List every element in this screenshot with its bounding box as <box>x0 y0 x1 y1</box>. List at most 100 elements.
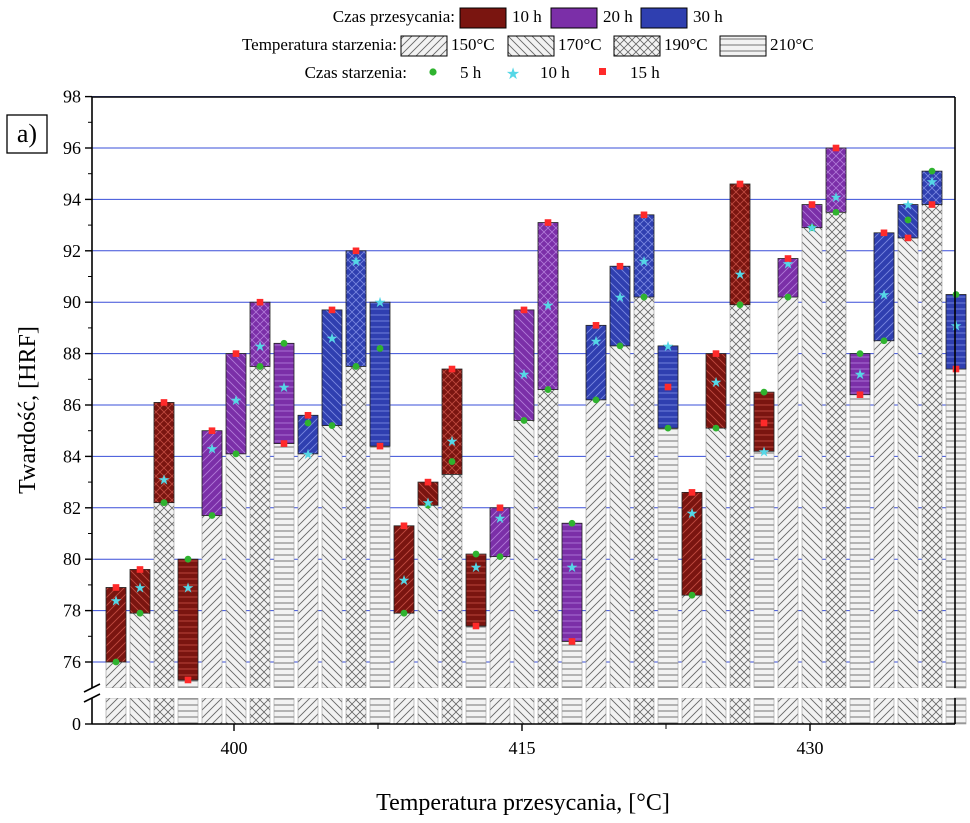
legend-label-10h: 10 h <box>512 7 542 26</box>
bar-base-415-1 <box>417 504 439 689</box>
marker-15h-430-10 <box>928 201 936 208</box>
bar-stub-400-11 <box>369 697 391 725</box>
bar-stub-430-2 <box>729 697 751 725</box>
marker-5h-430-5 <box>808 224 816 232</box>
x-tick-label-400: 400 <box>221 738 248 758</box>
marker-10h-400-9: ★ <box>326 331 339 347</box>
y-tick-label-88: 88 <box>63 344 81 364</box>
marker-5h-415-7 <box>568 519 576 527</box>
marker-5h-430-9 <box>904 216 912 224</box>
marker-10h-430-7: ★ <box>854 367 867 383</box>
axes: 0 76 78 80 82 84 86 88 90 92 94 96 98 400 415 430 <box>63 87 956 758</box>
bar-stub-400-10 <box>345 697 367 725</box>
bar-stub-400-2 <box>153 697 175 725</box>
legend: Czas przesycania: 10 h 20 h 30 h Tempera… <box>242 7 814 83</box>
legend-label-20h: 20 h <box>603 7 633 26</box>
bar-stub-430-1 <box>705 697 727 725</box>
bar-base-415-3 <box>465 625 487 689</box>
marker-5h-415-3 <box>472 550 480 558</box>
legend-label-10h-time: 10 h <box>540 63 570 82</box>
marker-10h-430-5: ★ <box>806 221 819 237</box>
bar-base-400-7 <box>273 443 295 689</box>
marker-5h-430-0 <box>688 591 696 599</box>
bar-base-430-10 <box>921 204 943 689</box>
marker-15h-430-1 <box>712 350 720 357</box>
marker-15h-400-6 <box>256 298 264 306</box>
bar-stub-415-7 <box>561 697 583 725</box>
bar-stub-400-1 <box>129 697 151 725</box>
marker-10h-415-0: ★ <box>398 573 411 589</box>
legend-pattern-150 <box>400 35 448 57</box>
bar-stub-430-11 <box>945 697 967 725</box>
marker-15h-400-11 <box>376 442 384 450</box>
bar-stub-430-7 <box>849 697 871 725</box>
marker-10h-415-10: ★ <box>638 254 651 270</box>
marker-10h-430-10: ★ <box>926 174 939 190</box>
marker-10h-400-10: ★ <box>350 254 363 270</box>
marker-10h-400-2: ★ <box>158 473 171 489</box>
marker-10h-415-2: ★ <box>446 434 459 450</box>
marker-15h-400-3 <box>184 676 192 684</box>
legend-label-5h: 5 h <box>460 63 482 82</box>
marker-10h-415-9: ★ <box>614 290 627 306</box>
marker-5h-415-11 <box>664 424 672 432</box>
marker-15h-415-2 <box>448 365 456 373</box>
marker-5h-430-8 <box>880 337 888 345</box>
marker-15h-415-1 <box>424 478 432 486</box>
y-tick-label-96: 96 <box>63 138 81 158</box>
marker-5h-415-5 <box>520 417 528 424</box>
bar-stub-415-1 <box>417 697 439 725</box>
marker-15h-415-8 <box>592 322 600 329</box>
bar-base-430-7 <box>849 394 871 689</box>
marker-5h-430-11 <box>952 291 960 298</box>
y-axis-title: Twardość, [HRF] <box>15 326 41 494</box>
marker-10h-430-8: ★ <box>878 287 891 303</box>
y-tick-label-78: 78 <box>63 601 81 621</box>
bar-base-430-0 <box>681 594 703 689</box>
marker-15h-430-9 <box>904 234 912 242</box>
bar-stub-415-2 <box>441 697 463 725</box>
marker-15h-415-3 <box>472 622 480 630</box>
legend-label-190: 190°C <box>664 35 708 54</box>
marker-15h-415-0 <box>400 522 408 530</box>
bar-base-415-11 <box>657 427 679 689</box>
marker-15h-400-9 <box>328 306 336 314</box>
bar-stub-415-11 <box>657 697 679 725</box>
bar-stub-430-6 <box>825 697 847 725</box>
legend-label-30h: 30 h <box>693 7 723 26</box>
marker-15h-430-8 <box>880 229 888 237</box>
bar-stub-430-9 <box>897 697 919 725</box>
panel-label: a) <box>17 119 37 148</box>
marker-10h-415-4: ★ <box>494 511 507 527</box>
marker-15h-430-0 <box>688 489 696 496</box>
marker-5h-415-4 <box>496 553 504 561</box>
marker-10h-415-1: ★ <box>422 496 435 512</box>
marker-5h-430-2 <box>736 301 744 309</box>
marker-5h-400-5 <box>232 450 240 458</box>
bar-base-430-1 <box>705 427 727 689</box>
marker-15h-400-0 <box>112 584 120 591</box>
bar-base-400-2 <box>153 502 175 689</box>
marker-5h-415-9 <box>616 342 624 350</box>
marker-5h-430-4 <box>784 293 792 301</box>
bar-base-430-6 <box>825 211 847 689</box>
bar-base-415-6 <box>537 389 559 689</box>
legend-marker-10h: ★ <box>506 64 520 83</box>
bar-base-415-10 <box>633 296 655 689</box>
bar-stub-415-10 <box>633 697 655 725</box>
marker-5h-415-10 <box>640 293 648 301</box>
legend-label-15h: 15 h <box>630 63 660 82</box>
marker-10h-400-4: ★ <box>206 442 219 458</box>
bar-stub-400-8 <box>297 697 319 725</box>
marker-5h-400-11 <box>376 345 384 352</box>
legend-pattern-190 <box>613 35 661 57</box>
bar-range-400-11 <box>369 301 391 447</box>
marker-5h-430-3 <box>760 388 768 396</box>
marker-10h-400-11: ★ <box>374 295 387 311</box>
bar-range-400-9 <box>321 309 343 426</box>
bar-base-400-4 <box>201 515 223 689</box>
marker-15h-415-7 <box>568 638 576 645</box>
marker-15h-415-9 <box>616 262 624 270</box>
bar-stub-400-7 <box>273 697 295 725</box>
